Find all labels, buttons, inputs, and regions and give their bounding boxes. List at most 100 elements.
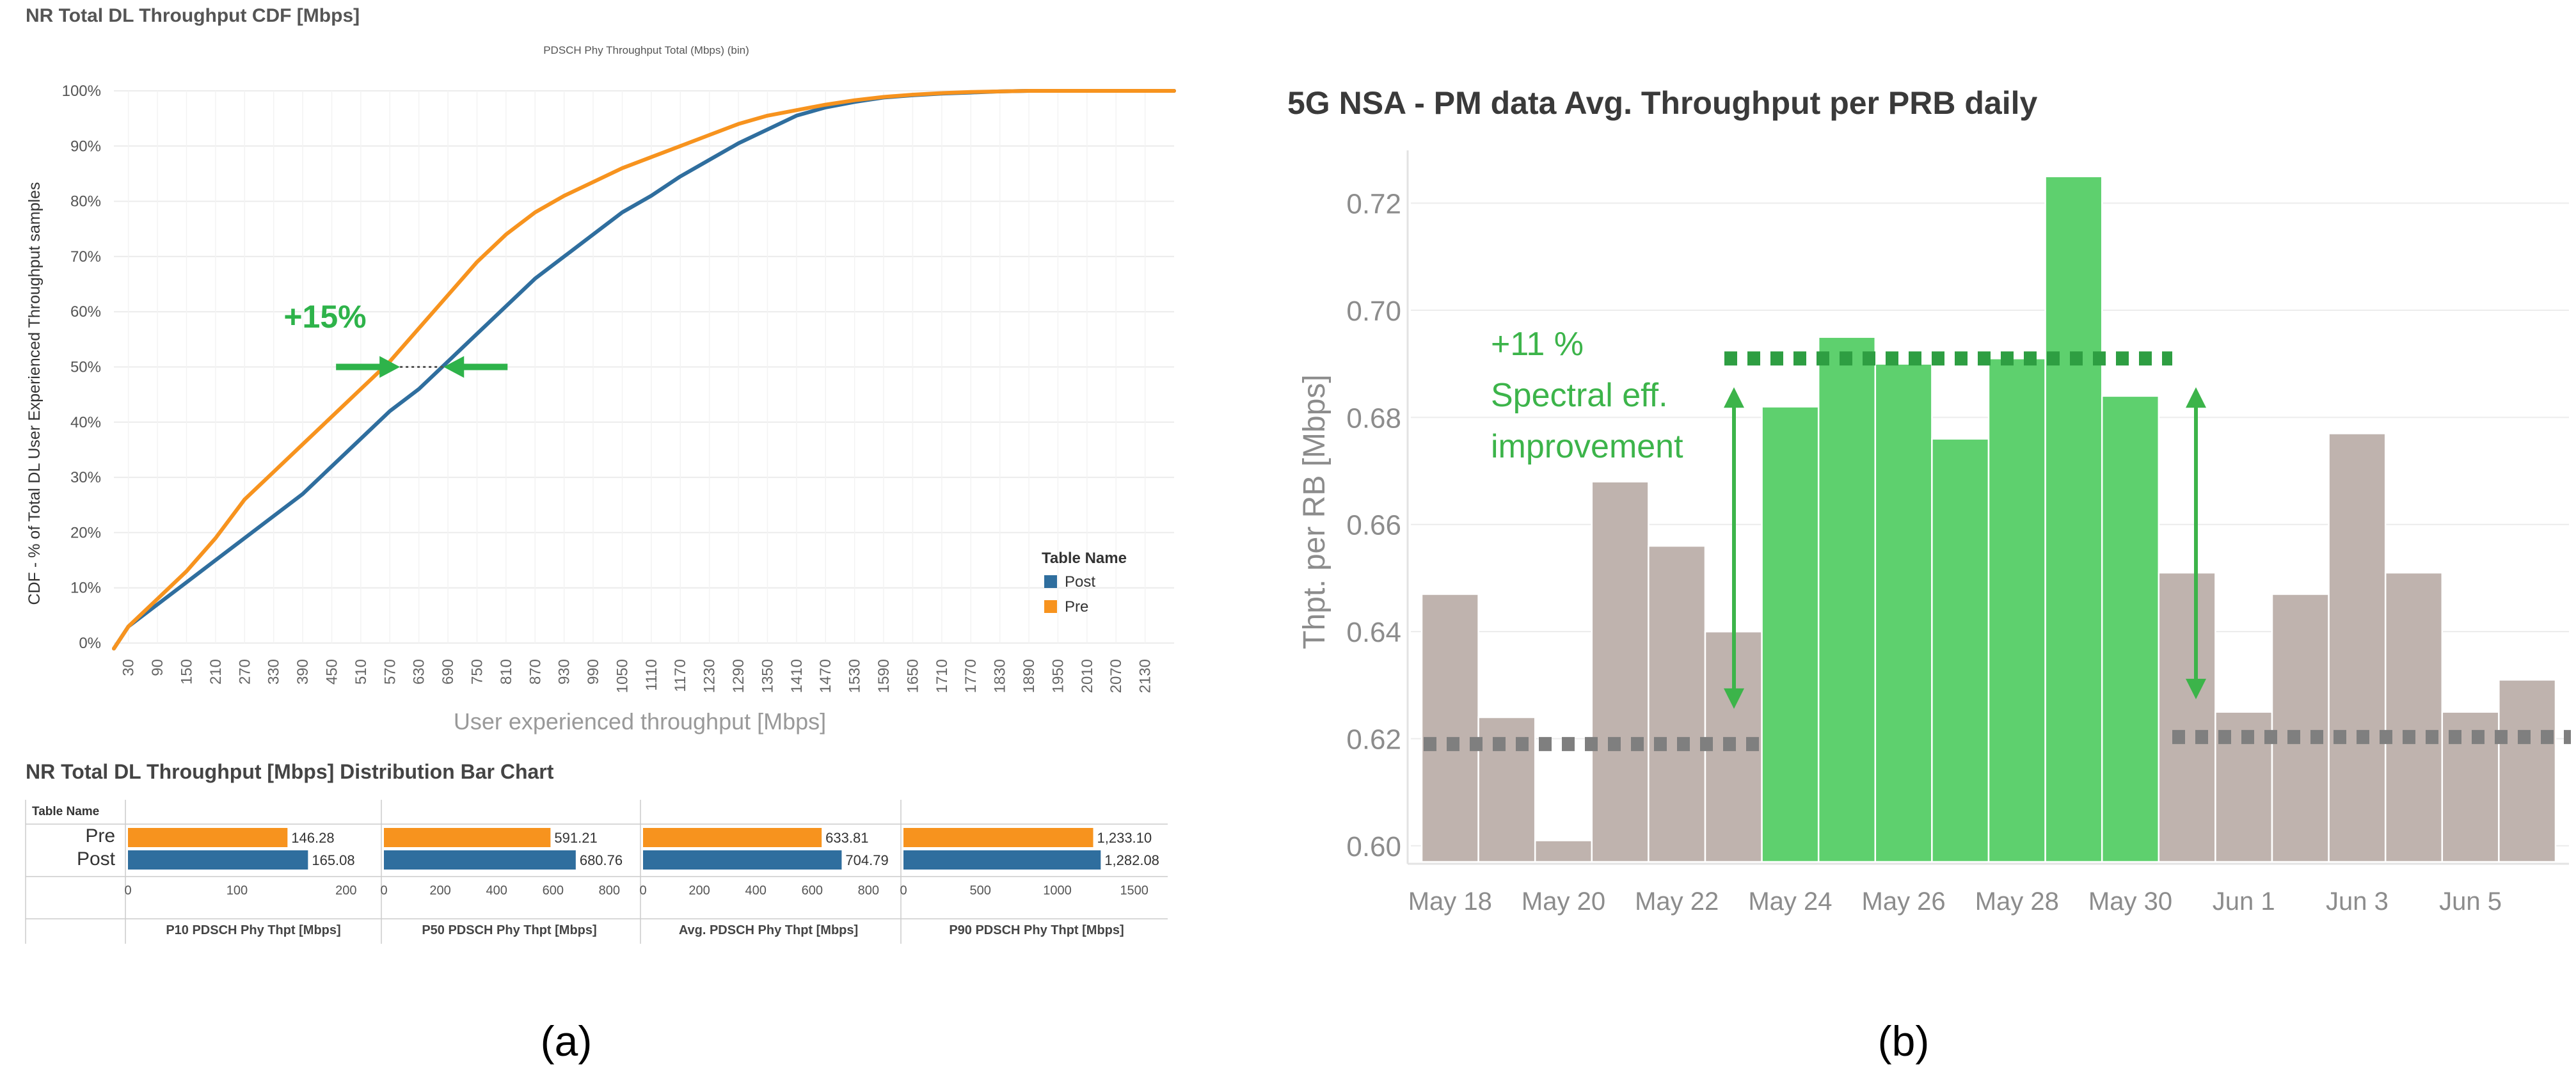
daily-bar [1648,544,1706,863]
daily-bar [1534,839,1593,863]
dist-bar-post [384,850,576,870]
dist-axis-tick-label: 0 [124,884,131,898]
daily-x-tick-label: May 22 [1635,887,1719,916]
daily-bar [2498,679,2557,863]
cdf-gridlines [114,90,1174,644]
dist-bar-post [903,850,1101,870]
cdf-y-tick-label: 40% [70,414,101,431]
cdf-x-tick-label: 150 [178,659,195,685]
bar-row-label-pre: Pre [85,825,115,846]
cdf-x-tick-label: 1050 [614,659,631,693]
daily-y-axis-label: Thpt. per RB [Mbps] [1298,374,1332,649]
double-arrow-head-up [2186,387,2206,408]
legend-title: Table Name [1042,550,1127,567]
daily-y-tick-label: 0.60 [1346,831,1401,862]
dist-axis-tick-label: 0 [380,884,387,898]
dist-axis-tick-label: 800 [599,884,620,898]
daily-x-ticks: May 18 May 20 May 22 May 24 May 26 May 28 May … [1408,887,2502,916]
cdf-x-tick-label: 450 [323,659,340,685]
cdf-y-tick-label: 0% [79,635,101,652]
legend-label-post: Post [1065,573,1095,591]
daily-bar [2158,571,2216,863]
cdf-x-tick-label: 1290 [730,659,747,693]
dist-bar-post [643,850,842,870]
double-arrow-head-down [1724,688,1744,709]
daily-bar [2384,571,2444,863]
cdf-line-pre [112,89,1176,651]
daily-y-tick-label: 0.66 [1346,510,1401,541]
cdf-x-tick-label: 270 [236,659,253,685]
dist-axis-tick-label: 100 [227,884,248,898]
daily-y-tick-label: 0.68 [1346,402,1401,434]
daily-x-tick-label: May 26 [1862,887,1946,916]
left-arrow-icon [336,356,401,378]
dist-axis-tick-label: 800 [858,884,879,898]
dist-bar-pre [384,828,551,847]
cdf-x-axis-label: User experienced throughput [Mbps] [454,708,826,735]
cdf-x-tick-label: 1890 [1021,659,1038,693]
dist-bar-value-label: 1,233.10 [1097,830,1152,846]
daily-bar-highlighted [1874,363,1933,863]
cdf-x-tick-label: 1350 [759,659,776,693]
cdf-x-tick-label: 30 [120,659,138,676]
dist-axis-tick-label: 0 [900,884,907,898]
dist-axis-tick-label: 200 [335,884,356,898]
dist-axis-tick-label: 200 [688,884,710,898]
daily-chart-title: 5G NSA - PM data Avg. Throughput per PRB… [1287,85,2037,121]
legend-swatch-post [1044,575,1057,588]
double-arrow-head-up [1724,387,1744,408]
cdf-x-tick-label: 1710 [934,659,951,693]
cdf-x-tick-label: 2130 [1137,659,1154,693]
daily-x-tick-label: May 18 [1408,887,1492,916]
cdf-y-tick-label: 100% [62,83,101,100]
bar-section-title: NR Total DL Throughput [Mbps] Distributi… [26,760,554,783]
distribution-bar-panels: 146.28 165.08 0 100 200 P10 PDSCH Phy Thpt [M… [25,800,1168,944]
arrow-head [443,356,465,378]
cdf-x-tick-label: 1830 [992,659,1009,693]
cdf-x-tick-label: 90 [149,659,166,676]
dist-axis-tick-label: 1500 [1120,884,1149,898]
improvement-line-1: +11 % [1491,326,1584,363]
cdf-x-tick-label: 1590 [875,659,893,693]
cdf-y-tick-label: 70% [70,248,101,266]
cdf-x-tick-label: 510 [353,659,370,685]
caption-b: (b) [1878,1017,1930,1065]
cdf-y-tick-label: 60% [70,303,101,321]
daily-y-tick-label: 0.62 [1346,724,1401,756]
double-arrow-head-down [2186,678,2206,699]
daily-x-tick-label: May 28 [1975,887,2059,916]
daily-x-tick-label: Jun 5 [2439,887,2502,916]
cdf-x-tick-label: 690 [440,659,457,685]
bar-row-label-post: Post [77,848,116,870]
daily-bar [1420,593,1479,863]
cdf-x-tick-label: 330 [266,659,283,685]
dist-bar-value-label: 1,282.08 [1104,852,1159,868]
dist-axis-tick-label: 600 [802,884,823,898]
improvement-line-3: improvement [1491,428,1683,465]
double-arrow-icons [1724,387,2206,709]
dist-axis-tick-label: 0 [639,884,646,898]
cdf-improvement-annotation: +15% [283,299,508,378]
arrow-head [379,356,401,378]
dist-bar-post [128,850,308,870]
cdf-y-ticks: 0% 10% 20% 30% 40% 50% 60% 70% 80% 90% 100% [62,83,101,652]
cdf-x-tick-label: 570 [381,659,399,685]
daily-y-ticks: 0.60 0.62 0.64 0.66 0.68 0.70 0.72 [1346,189,1401,862]
dist-panel-name: P10 PDSCH Phy Thpt [Mbps] [166,923,340,937]
dist-axis-tick-label: 400 [745,884,766,898]
cdf-x-tick-label: 810 [498,659,515,685]
cdf-x-tick-label: 390 [294,659,312,685]
dist-axis-tick-label: 200 [429,884,450,898]
cdf-x-tick-label: 1530 [847,659,864,693]
dist-bar-pre [128,828,288,847]
cdf-y-tick-label: 80% [70,193,101,211]
cdf-x-tick-label: 990 [585,659,602,685]
daily-bar-highlighted [2044,175,2103,863]
dist-panel-name: Avg. PDSCH Phy Thpt [Mbps] [679,923,858,937]
improvement-label-15: +15% [283,299,366,335]
cdf-x-tick-label: 1170 [672,659,689,692]
dist-bar-value-label: 165.08 [312,852,354,868]
dist-bar-value-label: 146.28 [291,830,334,846]
cdf-x-ticks: 30 90 150 210 270 330 390 450 510 570 630 690 750 810… [120,659,1154,693]
dist-bar-pre [903,828,1093,847]
